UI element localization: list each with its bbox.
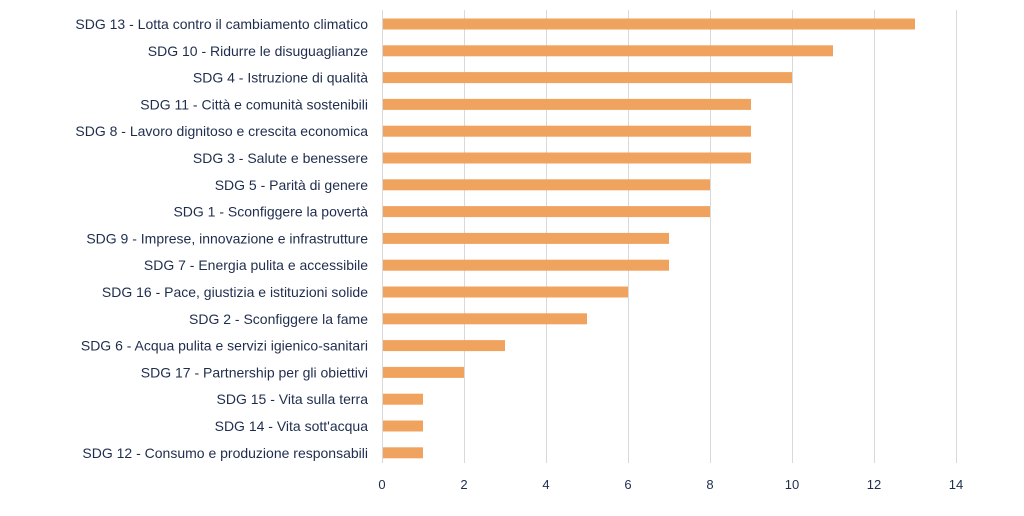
category-label-8: SDG 1 - Sconfiggere la povertà <box>173 204 368 220</box>
x-tick-label-6: 6 <box>624 477 631 492</box>
bar-12 <box>383 313 587 325</box>
x-tick-label-12: 12 <box>867 477 881 492</box>
bar-10 <box>383 259 669 271</box>
category-label-14: SDG 17 - Partnership per gli obiettivi <box>141 364 368 380</box>
bar-8 <box>383 206 710 218</box>
x-tick-label-0: 0 <box>378 477 385 492</box>
x-tick-label-14: 14 <box>949 477 963 492</box>
bar-11 <box>383 286 628 298</box>
bars <box>383 18 915 459</box>
category-label-3: SDG 4 - Istruzione di qualità <box>193 70 368 86</box>
bar-17 <box>383 447 423 459</box>
bar-15 <box>383 393 423 405</box>
bar-3 <box>383 72 792 84</box>
category-label-4: SDG 11 - Città e comunità sostenibili <box>140 96 368 112</box>
x-axis-ticks: 0 2 4 6 8 10 12 14 <box>378 477 963 492</box>
bar-14 <box>383 366 464 378</box>
category-label-5: SDG 8 - Lavoro dignitoso e crescita econ… <box>75 123 368 139</box>
bar-16 <box>383 420 423 432</box>
x-tick-label-2: 2 <box>460 477 467 492</box>
category-label-12: SDG 2 - Sconfiggere la fame <box>189 311 368 327</box>
x-tick-label-10: 10 <box>785 477 799 492</box>
bar-13 <box>383 340 505 352</box>
bar-7 <box>383 179 710 191</box>
category-labels: SDG 13 - Lotta contro il cambiamento cli… <box>75 16 368 461</box>
bar-4 <box>383 98 751 110</box>
category-label-11: SDG 16 - Pace, giustizia e istituzioni s… <box>102 284 368 300</box>
category-label-15: SDG 15 - Vita sulla terra <box>217 391 369 407</box>
bar-6 <box>383 152 751 164</box>
x-tick-label-8: 8 <box>706 477 713 492</box>
category-label-10: SDG 7 - Energia pulita e accessibile <box>144 257 368 273</box>
bar-1 <box>383 18 915 30</box>
category-label-16: SDG 14 - Vita sott'acqua <box>215 418 369 434</box>
bar-9 <box>383 232 669 244</box>
category-label-6: SDG 3 - Salute e benessere <box>193 150 368 166</box>
category-label-1: SDG 13 - Lotta contro il cambiamento cli… <box>75 16 368 32</box>
category-label-9: SDG 9 - Imprese, innovazione e infrastru… <box>86 230 368 246</box>
bar-2 <box>383 45 833 57</box>
category-label-17: SDG 12 - Consumo e produzione responsabi… <box>82 445 368 461</box>
x-tick-label-4: 4 <box>542 477 549 492</box>
category-label-13: SDG 6 - Acqua pulita e servizi igienico-… <box>81 338 368 354</box>
category-label-2: SDG 10 - Ridurre le disuguaglianze <box>148 43 368 59</box>
category-label-7: SDG 5 - Parità di genere <box>215 177 369 193</box>
bar-5 <box>383 125 751 137</box>
